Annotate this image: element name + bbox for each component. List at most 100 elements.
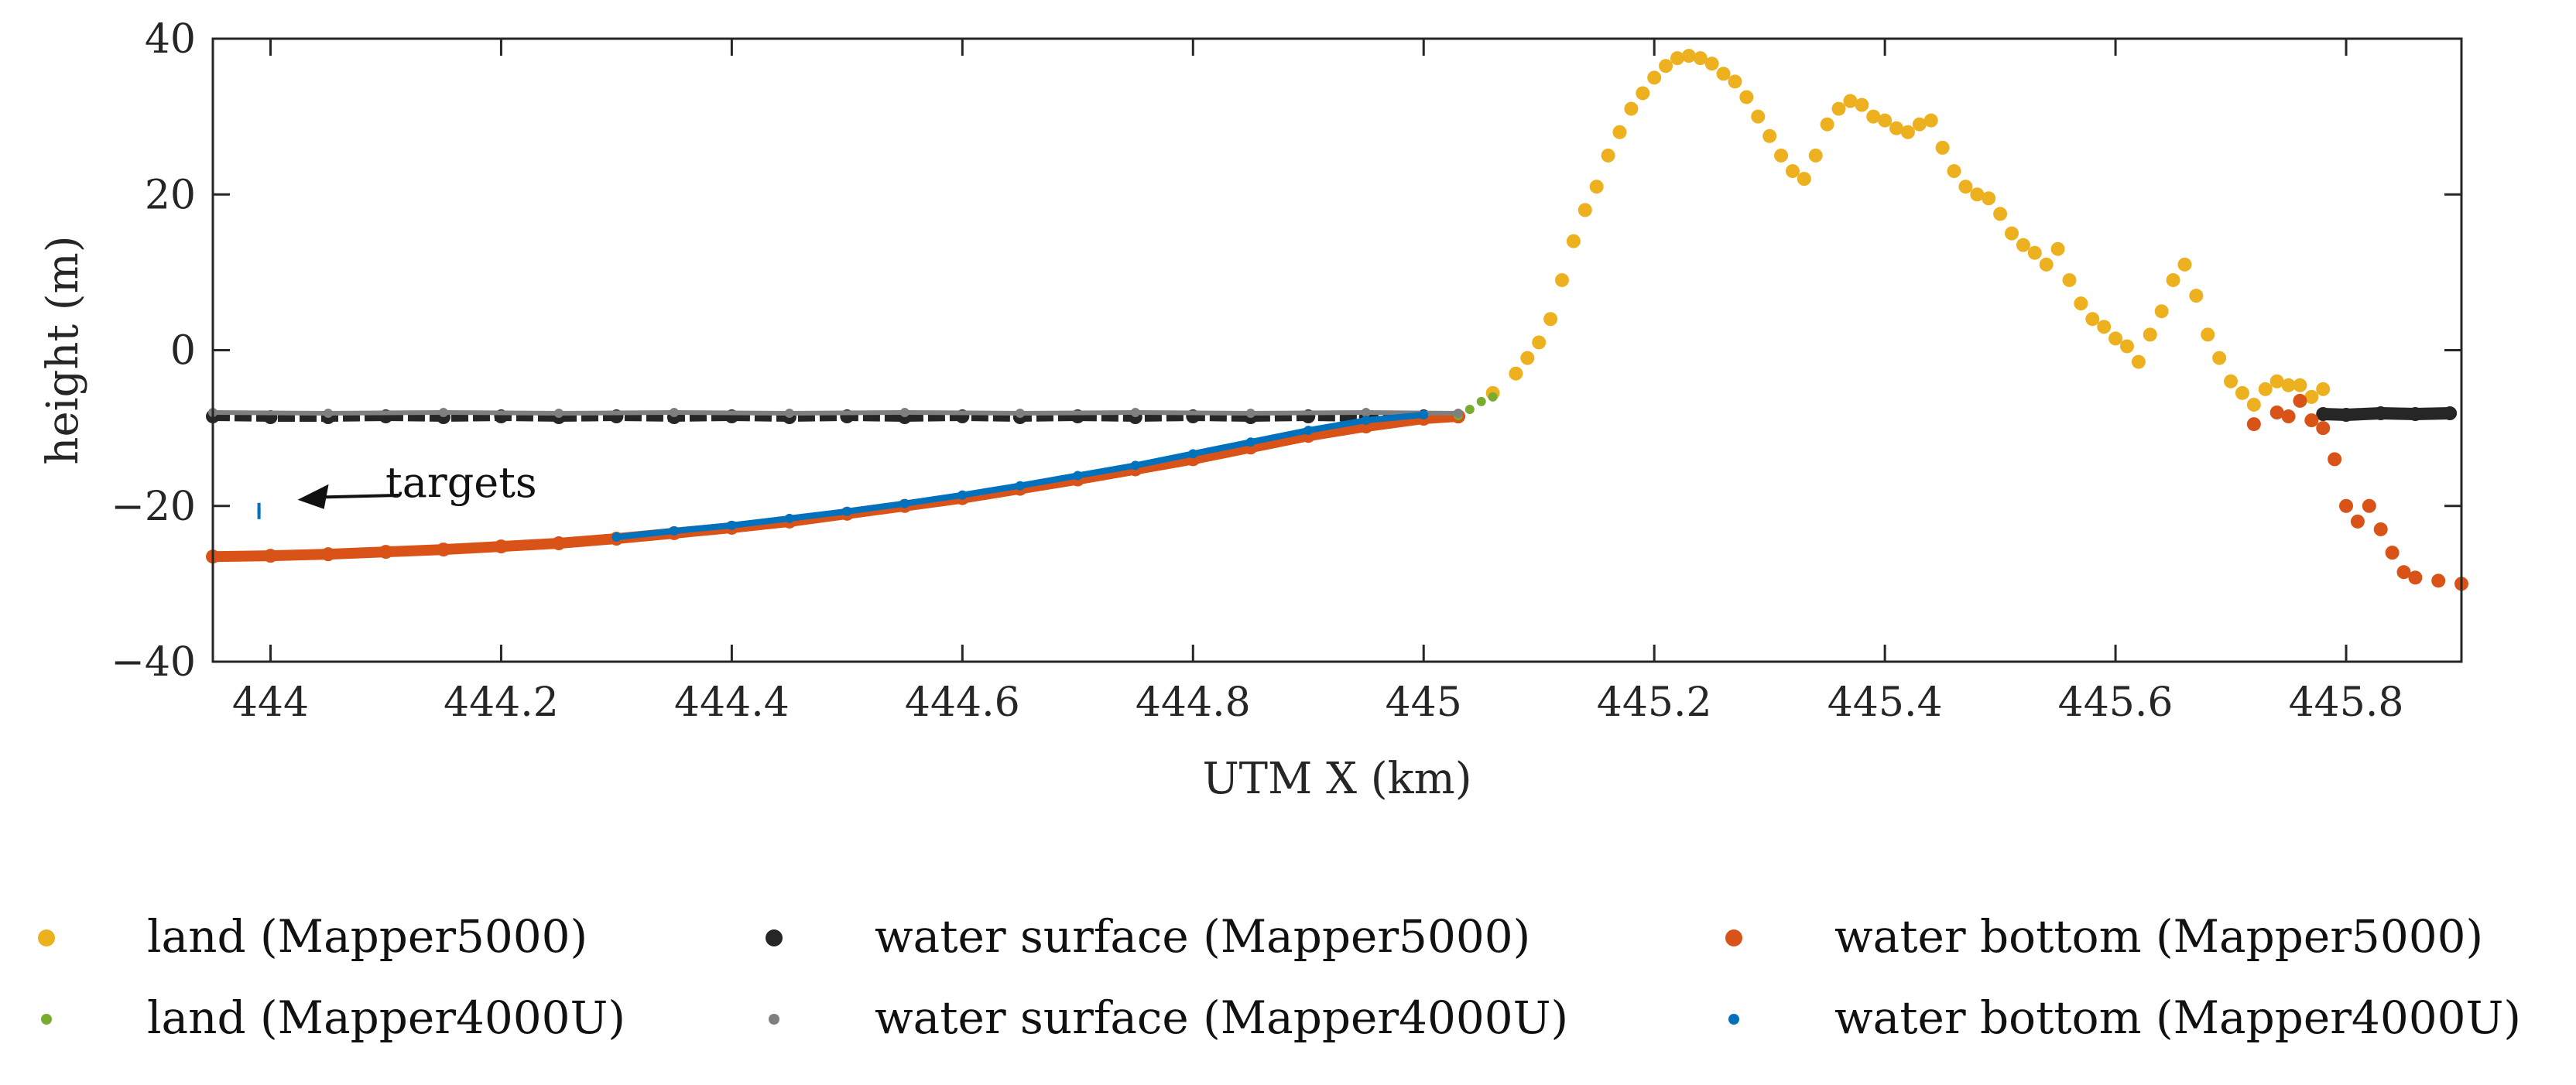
data-point xyxy=(2005,226,2019,241)
data-point xyxy=(2258,382,2273,396)
legend-marker xyxy=(769,1014,779,1025)
data-point xyxy=(2431,573,2446,588)
data-point xyxy=(2074,296,2088,311)
data-point xyxy=(2316,382,2331,396)
legend-label: land (Mapper4000U) xyxy=(147,991,625,1044)
data-point xyxy=(1476,396,1486,406)
x-tick-label: 444.4 xyxy=(674,679,790,726)
data-point xyxy=(2293,393,2307,408)
x-tick-label: 444 xyxy=(232,679,309,726)
data-point xyxy=(1566,234,1581,248)
data-point xyxy=(2281,378,2296,392)
data-point xyxy=(2293,378,2307,392)
plot-axes: 444 444.2 444.4 444.6 444.8 445 445.2 445.4 445.… xyxy=(111,16,2463,726)
data-point xyxy=(1970,187,1985,202)
data-point xyxy=(1982,191,1996,206)
data-point xyxy=(1728,74,1742,89)
legend: land (Mapper5000) water surface (Mapper50… xyxy=(38,910,2521,1044)
data-point xyxy=(2201,327,2215,342)
annotation-arrow-head xyxy=(297,484,329,509)
legend-label: water surface (Mapper5000) xyxy=(875,910,1530,963)
data-point xyxy=(1762,128,1777,143)
data-point xyxy=(2062,272,2077,287)
data-point xyxy=(2316,421,2331,436)
legend-label: land (Mapper5000) xyxy=(147,910,587,963)
data-point xyxy=(1509,366,1523,381)
data-point xyxy=(2269,406,2284,419)
data-point xyxy=(1543,312,1558,327)
data-point xyxy=(257,508,261,519)
data-point xyxy=(2281,409,2296,424)
y-tick-label: 0 xyxy=(170,328,196,375)
data-point xyxy=(1647,70,1662,85)
data-point xyxy=(1704,56,1719,71)
data-point xyxy=(1900,125,1915,139)
data-point xyxy=(2119,339,2134,354)
data-point xyxy=(2385,546,2400,560)
data-point xyxy=(1520,351,1535,365)
data-point xyxy=(2269,374,2284,388)
legend-marker xyxy=(1725,929,1742,946)
data-point xyxy=(2016,238,2030,252)
legend-item-land-mapper5000: land (Mapper5000) xyxy=(38,910,587,963)
data-point xyxy=(1659,59,1673,74)
data-point xyxy=(1785,164,1800,179)
legend-item-water-bottom-mapper5000: water bottom (Mapper5000) xyxy=(1725,910,2483,963)
series-land-mapper5000 xyxy=(1485,49,2331,412)
data-point xyxy=(1624,101,1639,116)
data-point xyxy=(2362,498,2376,513)
data-point xyxy=(1843,94,1858,108)
legend-label: water bottom (Mapper5000) xyxy=(1834,910,2483,963)
data-point xyxy=(1923,113,1938,128)
data-point xyxy=(2131,354,2146,369)
y-tick-label: 40 xyxy=(145,16,196,63)
y-tick-label: −20 xyxy=(111,484,196,530)
data-point xyxy=(1751,109,1766,124)
data-point xyxy=(1993,207,2008,221)
data-point xyxy=(257,502,261,514)
x-tick-label: 444.6 xyxy=(905,679,1020,726)
data-point xyxy=(1636,86,1650,101)
legend-marker xyxy=(41,1014,52,1025)
x-tick-label: 444.2 xyxy=(444,679,559,726)
data-point xyxy=(2339,498,2354,513)
data-point xyxy=(1820,117,1834,132)
data-point xyxy=(1577,203,1592,217)
data-point xyxy=(2328,452,2342,467)
x-tick-label: 444.8 xyxy=(1136,679,1251,726)
data-point xyxy=(1912,117,1927,132)
data-point xyxy=(1866,109,1881,124)
x-tick-label: 445.2 xyxy=(1597,679,1712,726)
data-point xyxy=(2212,351,2227,365)
data-point xyxy=(1797,172,1811,187)
series-line xyxy=(613,412,1427,540)
targets-annotation-label: targets xyxy=(385,458,537,507)
data-point xyxy=(2224,374,2239,388)
data-point xyxy=(2085,312,2100,327)
series-line xyxy=(212,409,1458,416)
data-point xyxy=(1947,164,1961,179)
series-water-bottom-mapper4000u xyxy=(257,410,1429,542)
legend-label: water bottom (Mapper4000U) xyxy=(1834,991,2521,1044)
targets-annotation: targets xyxy=(297,458,537,509)
data-point xyxy=(1612,125,1627,139)
legend-marker xyxy=(766,929,783,946)
series-line xyxy=(212,411,1458,423)
y-tick-label: −40 xyxy=(111,639,196,686)
x-axis-title: UTM X (km) xyxy=(1202,754,1471,804)
data-point xyxy=(1488,392,1498,402)
data-point xyxy=(1808,148,1823,163)
data-point xyxy=(1693,51,1708,66)
data-point xyxy=(1958,180,1973,194)
series-line xyxy=(2317,406,2457,422)
data-point xyxy=(2108,331,2123,346)
data-point xyxy=(2027,245,2042,260)
data-point xyxy=(2408,570,2423,585)
data-point xyxy=(2396,565,2411,580)
data-point xyxy=(1589,180,1604,194)
x-tick-label: 445.8 xyxy=(2289,679,2404,726)
data-point xyxy=(1555,272,1569,287)
legend-item-water-surface-mapper5000: water surface (Mapper5000) xyxy=(766,910,1530,963)
